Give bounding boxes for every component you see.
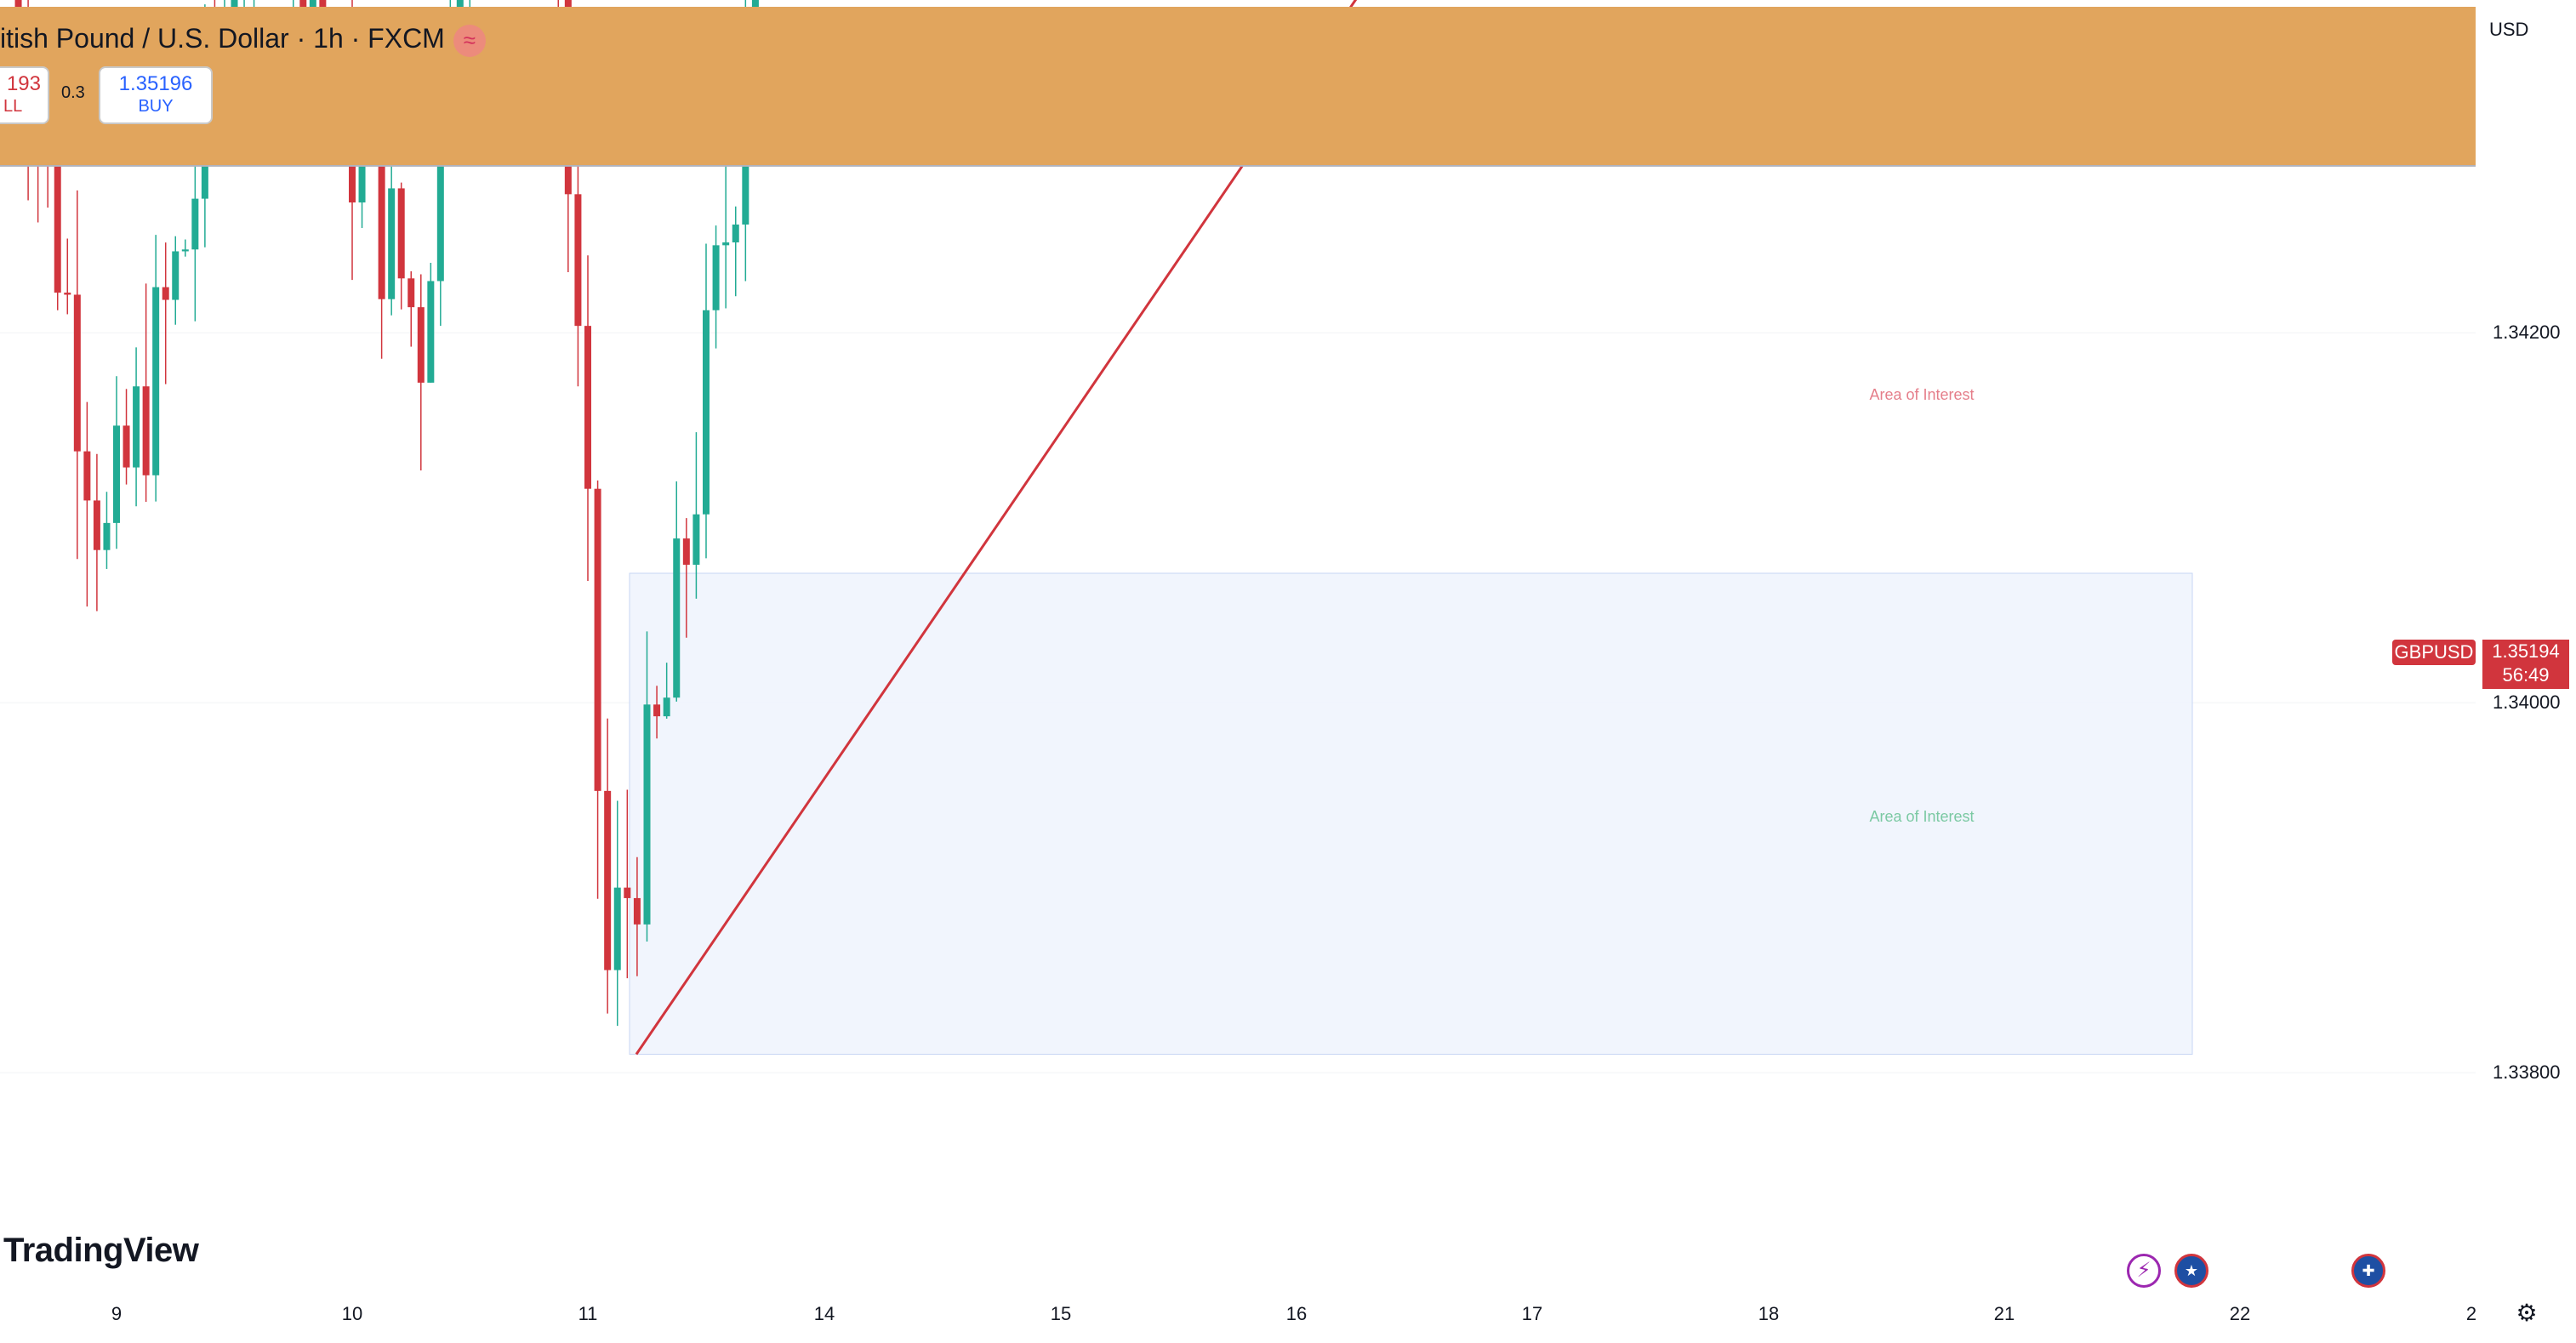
price-axis-label: 1.33800 bbox=[2493, 1061, 2561, 1084]
bear-candle bbox=[574, 194, 582, 327]
spread-value: 0.3 bbox=[61, 83, 85, 102]
sell-label: LL bbox=[3, 97, 23, 116]
bear-candle bbox=[604, 790, 612, 970]
bull-candle bbox=[613, 887, 621, 970]
bull-candle bbox=[722, 242, 730, 246]
bar-countdown: 56:49 bbox=[2502, 664, 2550, 686]
bull-candle bbox=[643, 704, 651, 925]
bear-candle bbox=[93, 500, 100, 550]
us-flag-icon[interactable]: ★ bbox=[2174, 1254, 2208, 1288]
bear-candle bbox=[584, 326, 591, 489]
bear-candle bbox=[123, 425, 130, 468]
buy-button[interactable]: 1.35196 BUY bbox=[99, 66, 213, 124]
bear-candle bbox=[142, 386, 150, 475]
current-price-tag: 1.35194 56:49 bbox=[2482, 640, 2569, 689]
settings-icon[interactable]: ⚙ bbox=[2516, 1300, 2538, 1326]
bull-candle bbox=[663, 697, 670, 717]
wave-icon[interactable]: ≈ bbox=[453, 24, 486, 57]
trendline bbox=[635, 0, 1358, 1056]
time-axis-label: 10 bbox=[341, 1303, 363, 1324]
bear-candle bbox=[54, 152, 61, 293]
bull-candle bbox=[673, 538, 681, 698]
time-axis-label: 18 bbox=[1758, 1303, 1780, 1324]
bull-candle bbox=[181, 249, 189, 252]
bear-candle bbox=[378, 133, 385, 299]
symbol-title[interactable]: itish Pound / U.S. Dollar · 1h · FXCM ≈ bbox=[0, 14, 486, 63]
symbol-header-banner: itish Pound / U.S. Dollar · 1h · FXCM ≈ 1… bbox=[0, 7, 2476, 167]
uk-flag-icon[interactable]: ✚ bbox=[2351, 1254, 2385, 1288]
bull-candle bbox=[358, 136, 366, 203]
sell-price: 193 bbox=[6, 72, 41, 95]
tradingview-logo[interactable]: TradingView bbox=[3, 1232, 199, 1269]
bear-candle bbox=[417, 307, 425, 383]
bear-candle bbox=[633, 897, 641, 925]
price-axis-label: 1.34200 bbox=[2493, 322, 2561, 344]
time-axis-label: 9 bbox=[111, 1303, 123, 1324]
time-axis-label: 17 bbox=[1521, 1303, 1543, 1324]
buy-price: 1.35196 bbox=[118, 72, 193, 95]
demand-zone bbox=[629, 572, 2193, 1055]
time-axis-label: 22 bbox=[2229, 1303, 2251, 1324]
time-axis-label: 2 bbox=[2465, 1303, 2477, 1324]
bull-candle bbox=[732, 225, 739, 242]
bull-candle bbox=[152, 287, 160, 475]
bear-candle bbox=[653, 704, 661, 717]
currency-selector[interactable]: USD bbox=[2489, 19, 2529, 40]
bear-candle bbox=[162, 287, 169, 300]
bear-candle bbox=[594, 488, 601, 791]
bear-candle bbox=[397, 188, 405, 279]
sell-button[interactable]: 193 LL bbox=[0, 66, 49, 124]
bear-candle bbox=[682, 538, 690, 565]
time-axis-label: 14 bbox=[813, 1303, 835, 1324]
area-of-interest-top-label: Area of Interest bbox=[1869, 386, 1975, 403]
bear-candle bbox=[624, 887, 631, 898]
bull-candle bbox=[191, 198, 199, 250]
ticker-tag: GBPUSD bbox=[2392, 640, 2476, 665]
symbol-title-text: itish Pound / U.S. Dollar · 1h · FXCM bbox=[0, 23, 445, 54]
time-axis-label: 21 bbox=[1993, 1303, 2015, 1324]
buy-label: BUY bbox=[138, 97, 174, 116]
flash-icon[interactable]: ⚡ bbox=[2127, 1254, 2161, 1288]
time-axis-label: 16 bbox=[1285, 1303, 1308, 1324]
bull-candle bbox=[103, 522, 111, 550]
bear-candle bbox=[83, 451, 91, 501]
bull-candle bbox=[436, 71, 444, 282]
bear-candle bbox=[73, 294, 81, 452]
current-price-value: 1.35194 bbox=[2492, 640, 2560, 662]
bull-candle bbox=[703, 310, 710, 515]
time-axis-label: 15 bbox=[1050, 1303, 1072, 1324]
bull-candle bbox=[388, 188, 396, 299]
bull-candle bbox=[427, 281, 435, 383]
bull-candle bbox=[113, 425, 120, 523]
bull-candle bbox=[712, 245, 720, 310]
bear-candle bbox=[407, 278, 415, 308]
price-axis-label: 1.34000 bbox=[2493, 691, 2561, 714]
bull-candle bbox=[172, 251, 180, 300]
area-of-interest-bottom-label: Area of Interest bbox=[1869, 808, 1975, 825]
bull-candle bbox=[133, 386, 140, 468]
bear-candle bbox=[64, 293, 71, 295]
bull-candle bbox=[692, 514, 700, 565]
time-axis-label: 11 bbox=[578, 1303, 598, 1324]
